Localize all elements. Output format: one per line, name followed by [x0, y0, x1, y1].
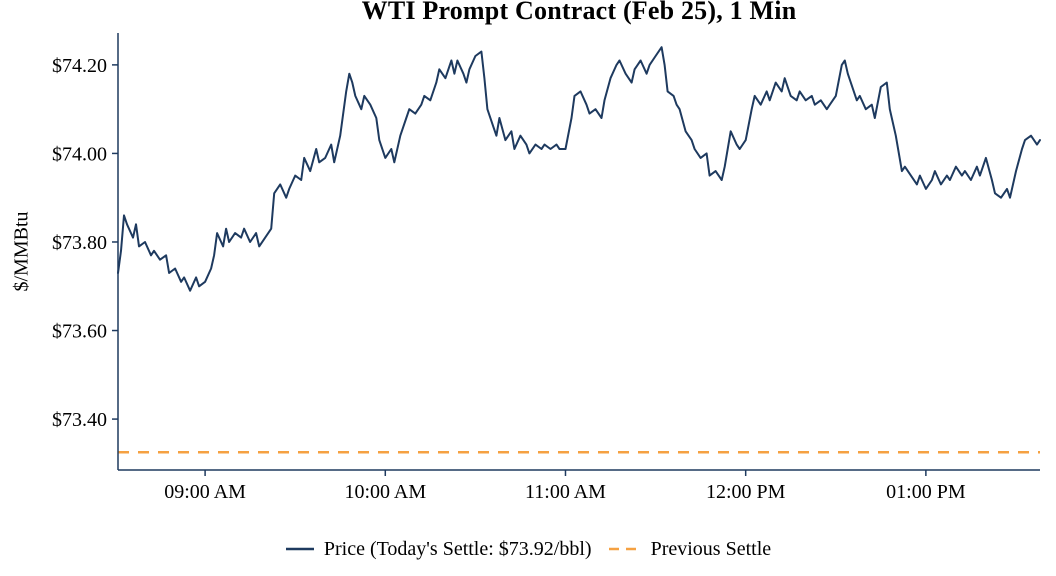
x-tick-label: 12:00 PM [706, 481, 786, 503]
price-line-icon [285, 547, 314, 551]
price-line [117, 46, 1041, 292]
chart-title: WTI Prompt Contract (Feb 25), 1 Min [361, 0, 797, 25]
y-tick-label: $73.80 [52, 232, 107, 254]
legend-price-label: Price (Today's Settle: $73.92/bbl) [323, 537, 592, 560]
x-tick-label: 01:00 PM [886, 481, 966, 503]
y-tick-label: $73.60 [52, 321, 107, 343]
y-tick-label: $74.20 [52, 55, 107, 77]
x-tick-label: 11:00 AM [525, 481, 606, 503]
legend-item-price: Price (Today's Settle: $73.92/bbl) [285, 538, 592, 561]
x-tick-label: 09:00 AM [164, 481, 246, 503]
legend-previous-settle-label: Previous Settle [650, 537, 772, 560]
previous-settle-dash-icon [608, 547, 641, 551]
legend-item-previous-settle: Previous Settle [608, 537, 772, 561]
y-tick-label: $73.40 [52, 409, 107, 431]
y-tick-label: $74.00 [52, 143, 107, 165]
legend: Price (Today's Settle: $73.92/bbl) Previ… [0, 531, 1056, 567]
x-tick-label: 10:00 AM [344, 481, 426, 503]
